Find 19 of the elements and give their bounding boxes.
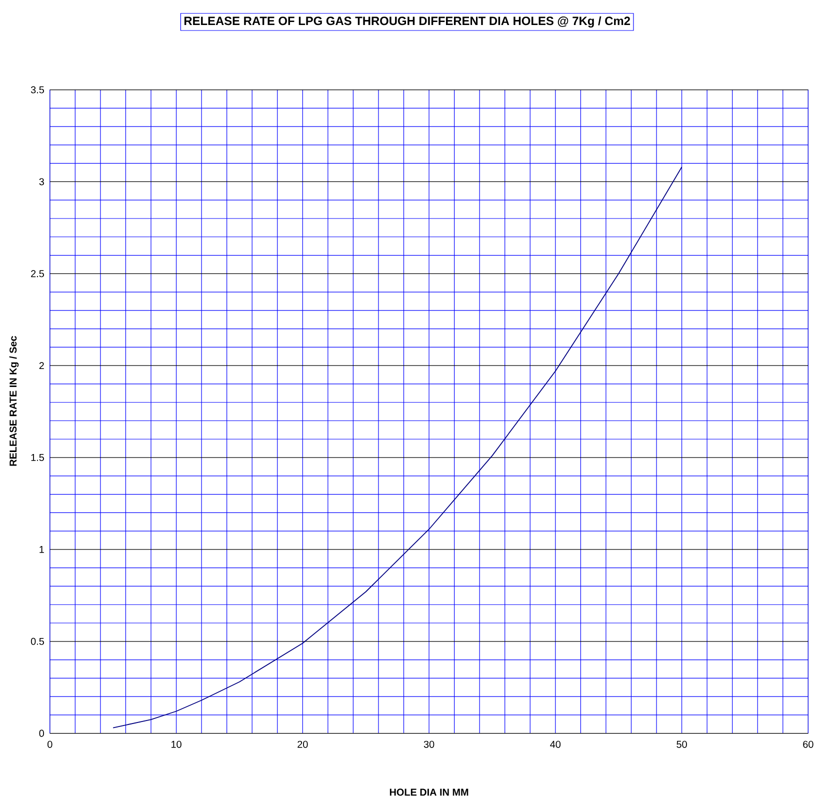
- x-tick-label: 50: [676, 740, 687, 748]
- y-tick-label: 1: [40, 546, 44, 553]
- y-tick-label: 2: [39, 362, 44, 369]
- x-tick-label: 20: [298, 740, 308, 748]
- y-axis-title: RELEASE RATE IN Kg / Sec: [9, 336, 19, 466]
- x-tick-label: 10: [172, 740, 182, 748]
- x-tick-label: 0: [48, 740, 52, 748]
- x-tick-label: 30: [424, 740, 434, 748]
- y-tick-label: 0.5: [30, 638, 44, 645]
- x-tick-label: 40: [550, 740, 561, 748]
- y-tick-label: 2.5: [31, 270, 44, 278]
- y-tick-label: 1.5: [31, 454, 44, 461]
- line-series: [112, 166, 682, 728]
- x-axis-title: HOLE DIA IN MM: [390, 788, 468, 796]
- y-tick-label: 3: [39, 178, 44, 186]
- x-tick-label: 60: [803, 740, 814, 748]
- y-tick-label: 0: [39, 730, 44, 737]
- y-tick-label: 3.5: [30, 86, 44, 94]
- chart-title: RELEASE RATE OF LPG GAS THROUGH DIFFERENT DIA HOLES @ 7Kg / Cm2: [184, 16, 630, 28]
